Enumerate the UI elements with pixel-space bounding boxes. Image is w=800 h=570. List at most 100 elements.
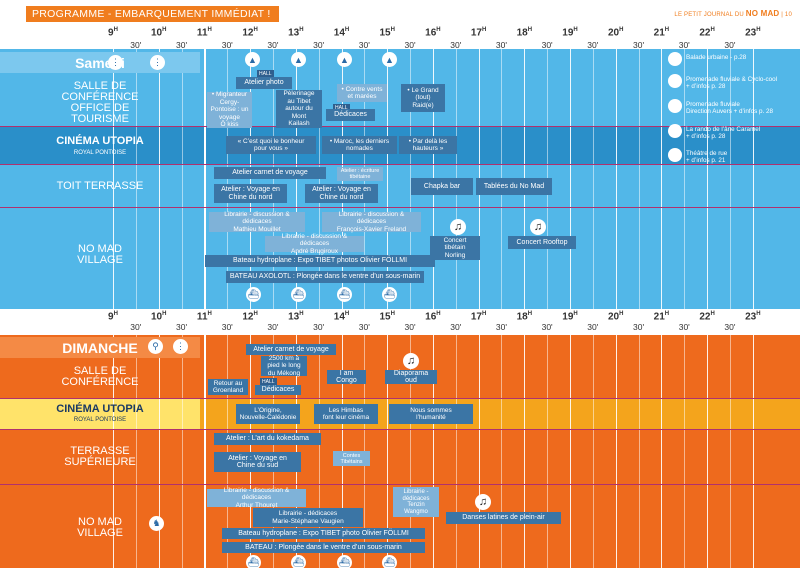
music-note-icon: ♫ — [475, 494, 491, 510]
event-dedicaces: Dédicaces — [326, 109, 375, 121]
event-migranteur: • Migranteur Cergy- Pontoise : un voyage… — [207, 91, 252, 128]
grid-line — [661, 49, 663, 309]
row-label-terrasse: TERRASSE SUPÉRIEURE — [64, 445, 136, 468]
grid-line — [158, 49, 160, 309]
event-sun-sous-marin: BATEAU : Plongée dans le ventre d’un sou… — [222, 542, 425, 553]
half-hour-label: 30' — [313, 322, 325, 332]
separator — [0, 164, 800, 165]
grid-line — [501, 335, 503, 568]
event-chine-nord-1: Atelier : Voyage en Chine du nord — [214, 184, 287, 203]
row-label-salle: SALLE DE CONFÉRENCE OFFICE DE TOURISME — [61, 80, 139, 125]
music-note-icon: ♫ — [403, 353, 419, 369]
grid-line — [227, 49, 229, 309]
hour-label: 18H — [516, 311, 533, 323]
grid-line — [295, 335, 297, 568]
row-label-utopia: CINÉMA UTOPIA — [56, 135, 144, 147]
separator — [0, 484, 800, 485]
grid-line — [295, 49, 297, 309]
half-hour-label: 30' — [541, 40, 553, 50]
row-label-utopia-sub: ROYAL PONTOISE — [73, 150, 127, 156]
event-bateau-axolotl: BATEAU AXOLOTL : Plongée dans le ventre … — [226, 271, 424, 283]
event-librairie-freland: Librairie - discussion & dédicaces Franç… — [322, 211, 421, 233]
grid-line — [684, 49, 686, 309]
grid-line — [570, 335, 571, 568]
half-hour-label: 30' — [404, 40, 416, 50]
event-librairie-vaugien: Librairie - dédicaces Marie-Stéphane Vau… — [253, 508, 363, 527]
grid-line — [387, 49, 389, 309]
event-humanite: Nous sommes l’humanité — [389, 404, 473, 424]
event-par-dela: • Par delà les hauteurs » — [399, 136, 457, 154]
hour-label: 11H — [196, 311, 212, 323]
event-pelerinage-tibet: Pèlerinage au Tibet autour du Mont Kaila… — [276, 90, 322, 128]
half-hour-label: 30' — [633, 40, 645, 50]
event-diaporama: Diaporama oud — [385, 370, 437, 384]
grid-line — [181, 49, 183, 309]
hour-label: 16H — [425, 311, 441, 323]
event-danses-latines: Danses latines de plein-air — [446, 512, 561, 524]
music-note-icon: ♫ — [450, 219, 466, 235]
hour-label: 17H — [470, 311, 487, 323]
grid-line — [272, 335, 274, 568]
hour-label: 14H — [333, 311, 350, 323]
donkey-icon: ♞ — [149, 516, 164, 531]
grid-line — [250, 49, 252, 309]
half-hour-label: 30' — [587, 40, 599, 50]
hour-label: 11H — [196, 27, 212, 39]
page-number: | 10 — [781, 12, 792, 18]
hour-label: 22H — [699, 311, 715, 323]
grid-line — [752, 49, 754, 309]
boat-icon: ⛴ — [382, 555, 397, 570]
half-hour-label: 30' — [495, 322, 507, 332]
half-hour-label: 30' — [450, 322, 462, 332]
half-hour-label: 30' — [130, 322, 142, 332]
hour-label: 10H — [150, 27, 167, 39]
event-librairie-mouillet: Librairie - discussion & dédicaces Mathi… — [209, 211, 305, 233]
half-hour-label: 30' — [633, 322, 645, 332]
hour-label: 21H — [653, 311, 670, 323]
half-hour-label: 30' — [267, 40, 279, 50]
half-hour-label: 30' — [724, 322, 736, 332]
walk-icon: ⋮ — [150, 55, 165, 70]
boat-icon: ⛴ — [337, 555, 352, 570]
grid-line — [729, 49, 731, 309]
saturday-time-header — [0, 27, 800, 49]
half-hour-label: 30' — [221, 40, 233, 50]
grid-line — [615, 335, 617, 568]
hour-label: 10H — [150, 311, 167, 323]
event-chine-nord-2: Atelier : Voyage en Chine du nord — [305, 184, 378, 203]
grid-line — [638, 49, 640, 309]
grid-line — [478, 335, 480, 568]
event-maroc: • Maroc, les derniers nomades — [322, 136, 397, 154]
grid-line — [227, 335, 229, 568]
half-hour-label: 30' — [130, 40, 142, 50]
hour-label: 12H — [242, 311, 258, 323]
half-hour-label: 30' — [358, 322, 370, 332]
event-chine-sud: Atelier : Voyage en Chine du sud — [214, 452, 301, 472]
hour-label: 14H — [333, 27, 350, 39]
boat-icon: ⛴ — [382, 287, 397, 302]
boat-icon: ⛴ — [246, 287, 261, 302]
event-groenland: Retour au Groenland — [208, 379, 248, 395]
half-hour-label: 30' — [541, 322, 553, 332]
hour-label: 22H — [699, 27, 715, 39]
grid-line — [524, 335, 526, 568]
grid-line — [752, 335, 754, 568]
grid-line — [410, 335, 412, 568]
hour-label: 16H — [425, 27, 441, 39]
event-librairie-wangmo: Librairie - dédicaces Tenzin Wangmo — [393, 487, 439, 517]
saturday-legend-panel — [664, 49, 800, 309]
separator — [0, 126, 800, 127]
row-label-toit: TOIT TERRASSE — [56, 180, 144, 192]
grid-line — [272, 49, 274, 309]
walk-icon: ⋮ — [108, 55, 123, 70]
grid-line — [707, 335, 709, 568]
walk-icon: ⋮ — [173, 339, 188, 354]
boat-icon: ⛴ — [291, 555, 306, 570]
event-concert-tibetain: Concert tibétain Norling — [430, 236, 480, 260]
event-kokedama: Atelier : L’art du kokedama — [214, 433, 321, 445]
event-chapka-bar: Chapka bar — [411, 178, 473, 195]
hour-label: 13H — [288, 311, 304, 323]
start-line — [204, 49, 206, 309]
hall-badge: HALL — [260, 378, 277, 386]
hour-label: 19H — [562, 311, 578, 323]
